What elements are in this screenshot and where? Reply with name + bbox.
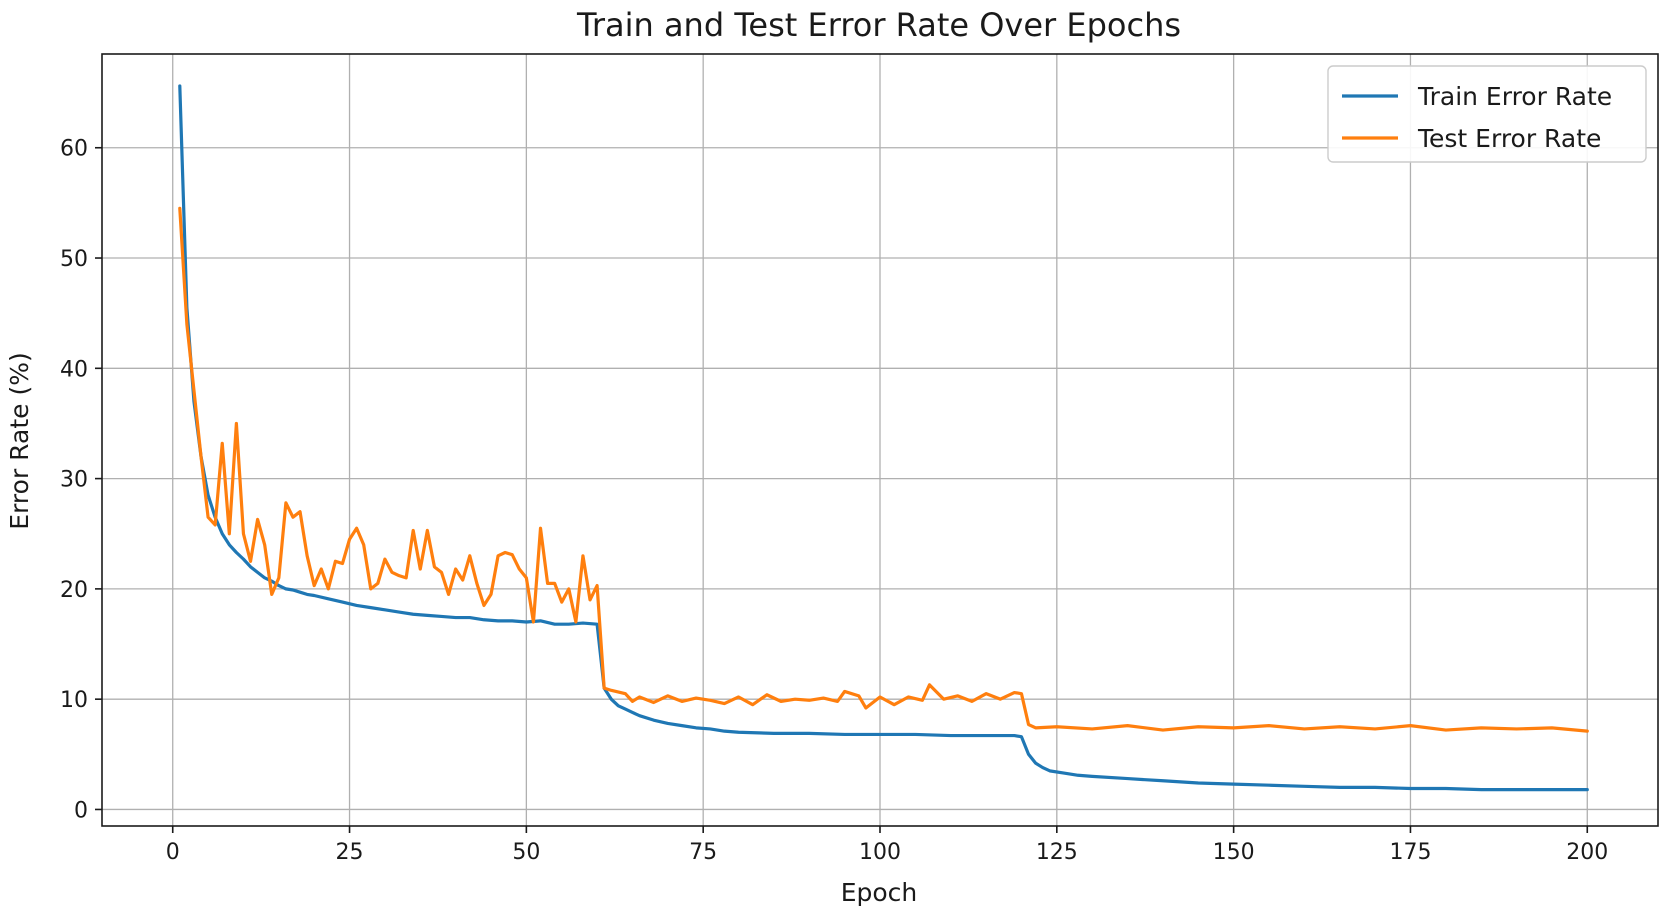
y-tick-label: 30 bbox=[60, 468, 88, 493]
y-tick-label: 60 bbox=[60, 137, 88, 162]
series-layer bbox=[178, 84, 1589, 792]
plot-frame bbox=[101, 53, 1659, 827]
y-tick-label: 50 bbox=[60, 247, 88, 272]
x-tick-label: 75 bbox=[689, 840, 717, 865]
x-tick-label: 50 bbox=[512, 840, 540, 865]
grid bbox=[102, 54, 1658, 826]
series-line-train bbox=[178, 84, 1589, 792]
legend: Train Error Rate Test Error Rate bbox=[1327, 65, 1647, 163]
x-tick-label: 0 bbox=[166, 840, 180, 865]
y-tick-label: 20 bbox=[60, 578, 88, 603]
x-axis-label: Epoch bbox=[841, 878, 918, 907]
legend-box bbox=[1327, 65, 1647, 163]
legend-label: Test Error Rate bbox=[1417, 124, 1601, 153]
x-tick-label: 200 bbox=[1566, 840, 1608, 865]
chart-title: Train and Test Error Rate Over Epochs bbox=[576, 6, 1181, 44]
y-tick-label: 0 bbox=[74, 798, 88, 823]
x-axis: 0 25 50 75 100 125 150 175 200 bbox=[166, 826, 1608, 865]
legend-label: Train Error Rate bbox=[1417, 82, 1612, 111]
x-tick-label: 125 bbox=[1036, 840, 1078, 865]
series-line-test bbox=[178, 206, 1589, 733]
y-axis-label: Error Rate (%) bbox=[5, 352, 34, 529]
x-tick-label: 100 bbox=[859, 840, 901, 865]
y-tick-label: 10 bbox=[60, 688, 88, 713]
x-tick-label: 175 bbox=[1389, 840, 1431, 865]
y-tick-label: 40 bbox=[60, 357, 88, 382]
x-tick-label: 150 bbox=[1213, 840, 1255, 865]
x-tick-label: 25 bbox=[336, 840, 364, 865]
y-axis: 0 10 20 30 40 50 60 bbox=[60, 137, 102, 823]
